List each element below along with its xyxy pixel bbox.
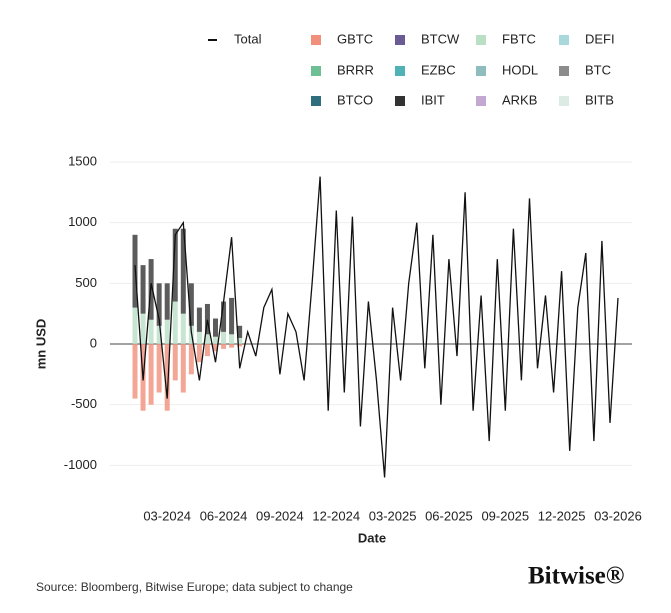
x-tick-label: 06-2024: [200, 508, 248, 523]
bar: [188, 283, 194, 326]
legend-marker: [395, 35, 405, 45]
x-tick-label: 09-2025: [481, 508, 529, 523]
bar: [140, 313, 146, 344]
bar: [156, 344, 162, 393]
legend-marker: [311, 66, 321, 76]
legend-marker: [559, 96, 569, 106]
bar: [237, 337, 243, 344]
bar: [132, 307, 138, 344]
x-tick-label: 03-2026: [594, 508, 642, 523]
bar: [140, 265, 146, 314]
legend-label: FBTC: [502, 31, 536, 46]
bar: [180, 228, 186, 314]
y-tick-label: 1000: [68, 214, 97, 229]
bar: [172, 344, 178, 381]
x-tick-label: 09-2024: [256, 508, 304, 523]
x-tick-label: 03-2024: [143, 508, 191, 523]
y-axis-label: mn USD: [33, 319, 48, 370]
x-tick-label: 12-2025: [538, 508, 586, 523]
bar: [164, 319, 170, 344]
legend-label: DEFI: [585, 31, 615, 46]
legend-label: BTCW: [421, 31, 460, 46]
bar: [213, 344, 218, 352]
bar: [196, 344, 202, 363]
bar: [229, 297, 235, 335]
bar: [172, 228, 178, 302]
bar: [180, 344, 186, 393]
bar: [180, 313, 186, 344]
legend-label: BITB: [585, 92, 614, 107]
legend-marker: [559, 35, 569, 45]
legend-marker: [476, 35, 486, 45]
legend-label: HODL: [502, 62, 538, 77]
bar: [213, 318, 218, 337]
bar: [196, 307, 202, 332]
y-tick-label: 0: [90, 335, 97, 350]
legend-label: ARKB: [502, 92, 537, 107]
source: Source: Bloomberg, Bitwise Europe; data …: [36, 580, 353, 594]
bar: [196, 331, 202, 344]
y-tick-label: -1000: [64, 457, 97, 472]
y-tick-label: 500: [75, 275, 97, 290]
bar: [204, 344, 210, 357]
x-tick-label: 03-2025: [369, 508, 417, 523]
bar: [164, 283, 170, 320]
bar: [229, 334, 235, 344]
legend-marker: [395, 66, 405, 76]
legend-marker: [559, 66, 569, 76]
bar: [204, 303, 210, 335]
bar: [204, 334, 210, 344]
logo: Bitwise®: [528, 563, 624, 590]
y-tick-label: 1500: [68, 153, 97, 168]
bar: [188, 344, 194, 375]
bar: [237, 344, 243, 347]
bar: [172, 301, 178, 344]
legend-label: GBTC: [337, 31, 373, 46]
legend-marker: [311, 35, 321, 45]
bar: [164, 344, 170, 411]
bar: [237, 325, 243, 338]
legend-marker: [395, 96, 405, 106]
legend-label: Total: [234, 31, 262, 46]
x-tick-label: 06-2025: [425, 508, 473, 523]
legend-label: EZBC: [421, 62, 456, 77]
x-axis-label: Date: [358, 530, 386, 545]
bar: [221, 344, 227, 349]
bar: [221, 331, 227, 344]
bar: [132, 344, 138, 399]
bar: [221, 301, 227, 332]
total-line: [134, 176, 619, 478]
bar: [156, 325, 162, 344]
legend-label: IBIT: [421, 92, 445, 107]
bar: [148, 344, 154, 405]
legend-marker: [476, 66, 486, 76]
legend-label: BRRR: [337, 62, 374, 77]
bar: [148, 319, 154, 344]
legend-marker: [311, 96, 321, 106]
y-tick-label: -500: [71, 396, 97, 411]
legend-label: BTCO: [337, 92, 373, 107]
legend-marker: [476, 96, 486, 106]
bar: [156, 283, 162, 326]
x-tick-label: 12-2024: [312, 508, 360, 523]
legend-label: BTC: [585, 62, 611, 77]
bar: [213, 336, 218, 344]
bar: [229, 344, 235, 348]
